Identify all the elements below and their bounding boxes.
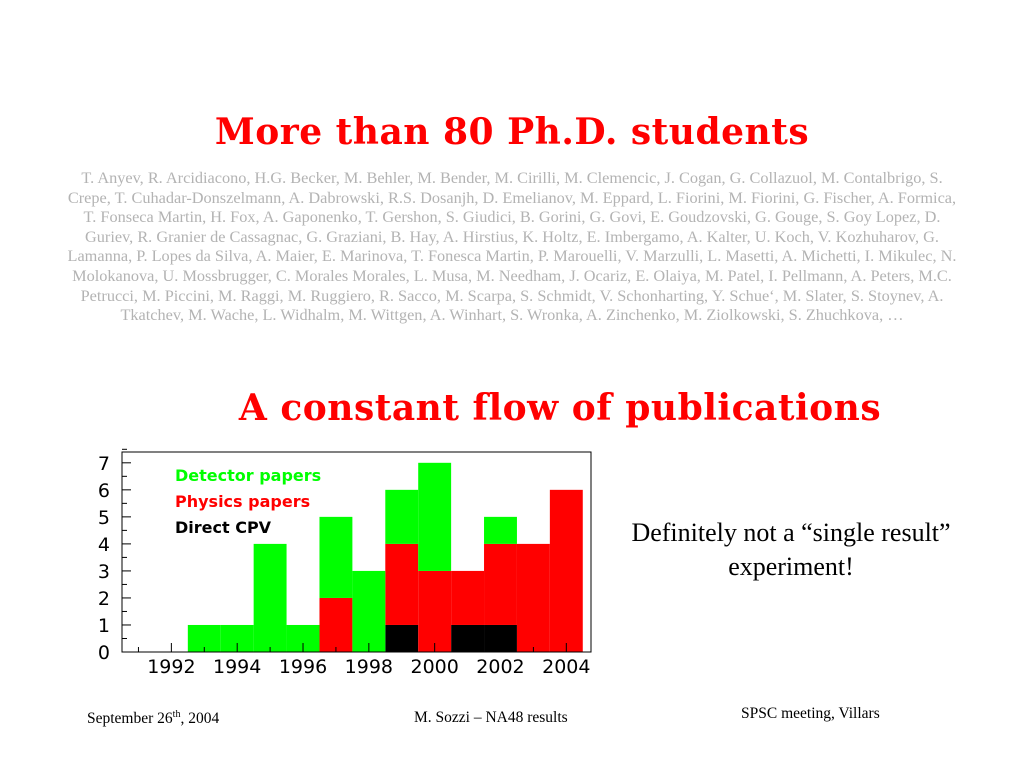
y-tick-label-2: 2 <box>98 588 110 610</box>
bar-detector-papers-1995 <box>253 543 287 652</box>
bar-physics-papers-1999 <box>385 543 419 625</box>
y-tick-label-7: 7 <box>98 453 110 475</box>
bar-detector-papers-2002 <box>484 516 517 544</box>
bar-detector-papers-1997 <box>319 516 353 598</box>
footer-date-suffix: , 2004 <box>180 710 220 728</box>
legend-item-direct-cpv: Direct CPV <box>175 518 272 537</box>
x-tick-label-2004: 2004 <box>542 656 590 678</box>
chart-legend: Detector papers Physics papers Direct CPV <box>175 466 321 537</box>
bars-layer <box>187 462 583 652</box>
x-tick-label-2002: 2002 <box>476 656 524 678</box>
bar-physics-papers-2003 <box>516 543 550 652</box>
footer-meeting: SPSC meeting, Villars <box>741 705 880 722</box>
x-tick-label-2000: 2000 <box>410 656 458 678</box>
bar-physics-papers-2001 <box>451 570 485 625</box>
y-tick-label-6: 6 <box>98 480 110 502</box>
bar-physics-papers-2002 <box>484 543 517 625</box>
plot-frame <box>121 451 592 653</box>
publications-title: A constant flow of publications <box>238 387 882 429</box>
footer-date-prefix: September 26 <box>87 710 173 728</box>
bar-detector-papers-1998 <box>352 570 386 652</box>
y-tick-label-1: 1 <box>98 615 110 637</box>
y-tick-label-5: 5 <box>98 507 110 529</box>
y-tick-label-4: 4 <box>98 534 110 556</box>
bar-physics-papers-1997 <box>319 597 353 652</box>
x-tick-label-1992: 1992 <box>147 656 195 678</box>
footer-author: M. Sozzi – NA48 results <box>414 709 568 726</box>
x-tick-label-1994: 1994 <box>213 656 261 678</box>
bar-physics-papers-2004 <box>549 489 583 652</box>
legend-item-detector-papers: Detector papers <box>175 466 321 485</box>
x-tick-label-1996: 1996 <box>279 656 327 678</box>
bar-physics-papers-2000 <box>418 570 452 652</box>
footer-date-sup: th <box>172 709 181 720</box>
legend-item-physics-papers: Physics papers <box>175 492 310 511</box>
y-tick-label-3: 3 <box>98 561 110 583</box>
axes-layer: 0 1 2 3 4 5 6 7 1992 1994 1996 1998 2000 2002 2004 <box>98 448 592 678</box>
bar-detector-papers-1999 <box>385 489 419 544</box>
remark-text: Definitely not a “single result” experim… <box>631 518 951 581</box>
x-tick-label-1998: 1998 <box>345 656 393 678</box>
footer-date: September 26th, 2004 <box>87 709 219 728</box>
students-title: More than 80 Ph.D. students <box>214 111 810 153</box>
bar-detector-papers-2000 <box>418 462 452 571</box>
publications-chart: 0 1 2 3 4 5 6 7 1992 1994 1996 1998 2000 2002 2004 Det… <box>98 448 592 678</box>
students-list: T. Anyev, R. Arcidiacono, H.G. Becker, M… <box>67 168 957 325</box>
y-tick-label-0: 0 <box>98 642 110 664</box>
